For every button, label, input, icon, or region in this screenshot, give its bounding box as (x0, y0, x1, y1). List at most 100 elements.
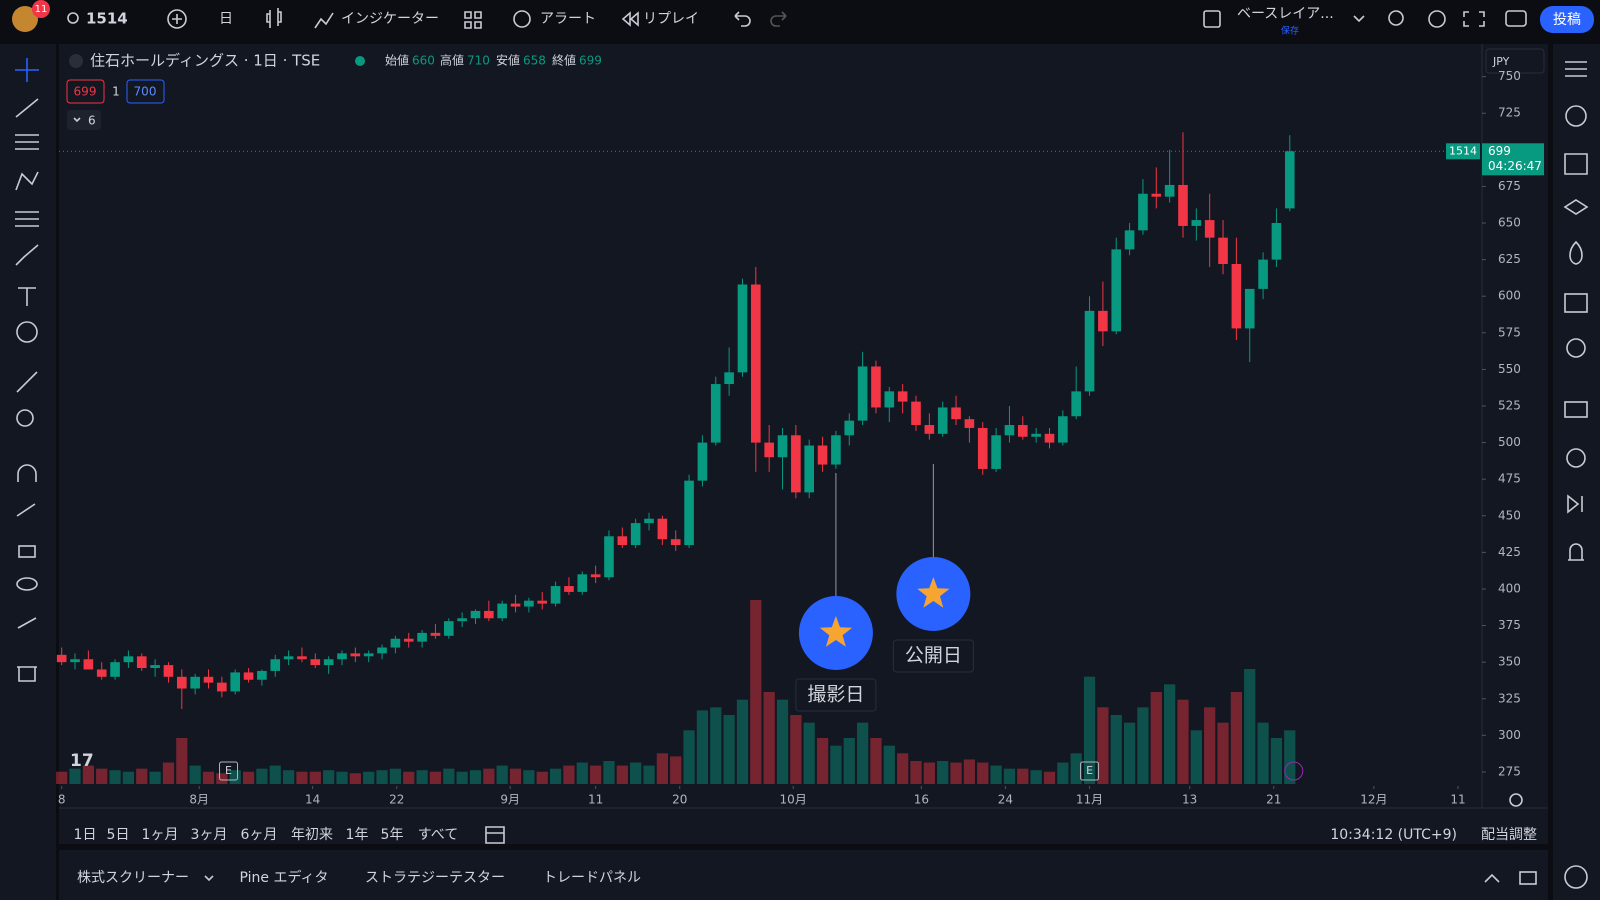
avatar[interactable] (12, 6, 38, 32)
candle-body (777, 435, 788, 458)
panel-tab[interactable]: 株式スクリーナー (77, 870, 189, 886)
layout-dropdown[interactable] (1353, 15, 1365, 23)
forecast-tool[interactable] (15, 211, 39, 227)
goto-date[interactable] (485, 826, 505, 844)
volume-bar (736, 699, 749, 784)
indicators-toggle[interactable] (67, 110, 101, 130)
volume-bar (403, 771, 415, 784)
replay-button[interactable]: リプレイ (643, 11, 699, 27)
legend: 住石ホールディングス · 1日 · TSE 始値 660 高値 710 安値 6… (58, 48, 1545, 807)
volume-bar (1284, 730, 1296, 784)
alerts-panel[interactable] (1565, 105, 1587, 127)
candle-body (564, 586, 574, 592)
chat[interactable] (1564, 401, 1588, 418)
fib-tool[interactable] (15, 134, 39, 150)
range-button[interactable]: 6ヶ月 (241, 827, 278, 843)
candle-body (417, 632, 427, 642)
candle-body (1031, 433, 1041, 437)
range-button[interactable]: 年初来 (291, 826, 333, 843)
sell-price: 699 (74, 85, 97, 99)
dividend-marker (1284, 761, 1304, 781)
screenshot[interactable] (1505, 10, 1527, 27)
measure-tool[interactable] (16, 371, 38, 393)
replay-panel[interactable] (1567, 494, 1583, 514)
layout-name[interactable]: ベースレイア... (1237, 6, 1334, 22)
candle-body (1138, 193, 1148, 231)
notifications[interactable] (1568, 543, 1584, 561)
left-toolbar (0, 44, 56, 900)
panel-tab[interactable]: Pine エディタ (240, 869, 329, 886)
panel-tab[interactable]: トレードパネル (543, 870, 641, 886)
axis-settings[interactable] (1509, 793, 1523, 807)
crosshair-tool[interactable] (15, 58, 39, 82)
range-button[interactable]: 1年 (346, 827, 369, 843)
brush-tool[interactable] (15, 244, 39, 266)
range-button[interactable]: 5日 (107, 827, 130, 843)
calendar[interactable] (1564, 293, 1588, 313)
alert-button[interactable]: アラート (540, 11, 596, 27)
symbol-tag (1446, 143, 1480, 160)
fullscreen[interactable] (1463, 11, 1485, 27)
settings[interactable] (1428, 10, 1446, 28)
chart-type-icon[interactable] (266, 8, 282, 28)
pattern-tool[interactable] (15, 171, 39, 191)
help[interactable] (1564, 865, 1588, 889)
range-button[interactable]: 5年 (381, 827, 404, 843)
low-label: 安値 (496, 53, 520, 68)
text-tool[interactable] (18, 287, 36, 306)
volume-bar (363, 771, 375, 784)
collapse-panel[interactable] (1484, 873, 1500, 883)
zoom-tool[interactable] (16, 409, 34, 427)
range-button[interactable]: 1日 (74, 827, 97, 843)
data-window[interactable] (1564, 153, 1588, 175)
add-symbol[interactable] (167, 9, 187, 29)
volume-bar (1177, 699, 1189, 784)
dividend-adjust[interactable]: 配当調整 (1481, 827, 1537, 843)
candle-body (550, 586, 561, 604)
y-tick-label: 400 (1498, 581, 1521, 595)
candle-body (604, 536, 614, 578)
range-button[interactable]: 1ヶ月 (142, 827, 179, 843)
lock-tool[interactable] (18, 545, 36, 558)
candle-body (670, 539, 681, 546)
lock-drawing[interactable] (16, 503, 36, 517)
candle-body (177, 676, 187, 689)
templates-icon[interactable] (464, 11, 482, 29)
publish-button[interactable] (1540, 6, 1594, 33)
emoji-tool[interactable] (16, 321, 38, 343)
screener-dropdown[interactable] (204, 875, 214, 882)
trend-line-tool[interactable] (15, 98, 39, 118)
maximize-panel[interactable] (1519, 871, 1537, 885)
watchlist[interactable] (1565, 61, 1587, 77)
delete-tool[interactable] (17, 666, 37, 682)
indicators-button[interactable]: インジケーター (341, 11, 439, 27)
ideas[interactable] (1566, 338, 1586, 358)
visibility-tool[interactable] (16, 577, 38, 591)
streams[interactable] (1566, 448, 1586, 468)
redo[interactable] (770, 11, 787, 27)
buy-button[interactable] (126, 79, 165, 104)
indicator-count: 6 (88, 114, 96, 128)
currency-select[interactable] (1485, 48, 1545, 74)
y-tick-label: 625 (1498, 252, 1521, 266)
volume-bar (176, 738, 188, 784)
candle-body (524, 600, 534, 607)
candle-body (1191, 220, 1202, 226)
hotlist[interactable] (1569, 240, 1583, 265)
replay-icon (621, 11, 639, 27)
volume-bar (429, 771, 442, 784)
undo[interactable] (734, 11, 751, 27)
sell-button[interactable] (66, 79, 105, 104)
candle-body (1164, 184, 1175, 197)
interval[interactable]: 日 (219, 11, 233, 27)
panel-tab[interactable]: ストラテジーテスター (365, 870, 505, 886)
range-button[interactable]: 3ヶ月 (191, 827, 228, 843)
link-tool[interactable] (17, 617, 37, 629)
layers[interactable] (1563, 199, 1589, 215)
quick-search[interactable] (1388, 10, 1404, 26)
magnet-tool[interactable] (17, 464, 37, 482)
range-button[interactable]: すべて (418, 827, 458, 843)
symbol[interactable]: 1514 (86, 10, 128, 28)
layout-icon[interactable] (1203, 10, 1221, 28)
y-tick-label: 450 (1498, 508, 1521, 522)
